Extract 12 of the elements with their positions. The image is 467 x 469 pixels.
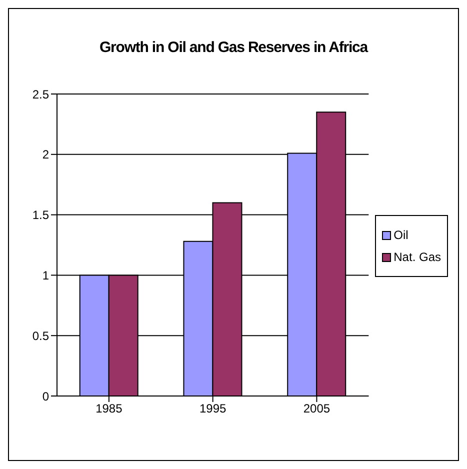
y-tick-label: 2.5 xyxy=(32,87,50,102)
x-tick-label: 1985 xyxy=(96,402,123,416)
y-tick-label: 2 xyxy=(42,148,50,162)
y-tick-label: 1.5 xyxy=(32,208,50,222)
x-tick-label: 1995 xyxy=(199,402,226,416)
legend-label: Nat. Gas xyxy=(392,250,441,264)
legend-label: Oil xyxy=(392,228,410,242)
chart-title: Growth in Oil and Gas Reserves in Africa xyxy=(98,39,370,56)
y-tick-label: 1 xyxy=(42,268,50,282)
x-tick-label: 2005 xyxy=(303,402,330,416)
y-tick-label: 0 xyxy=(42,389,50,404)
y-tick-label: 0.5 xyxy=(32,328,50,343)
